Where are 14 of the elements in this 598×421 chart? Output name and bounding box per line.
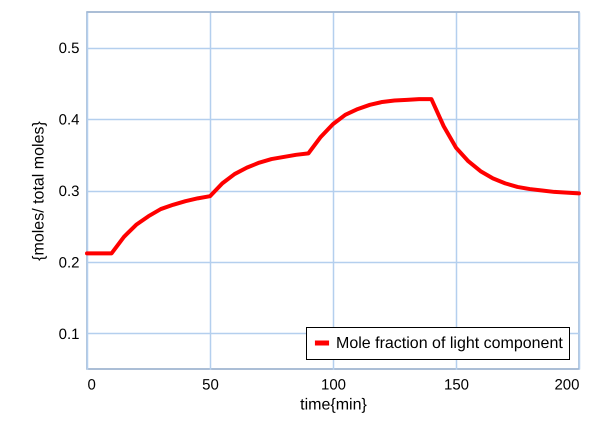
y-tick-label: 0.5 (58, 40, 80, 58)
legend-label: Mole fraction of light component (336, 335, 564, 352)
line-series (85, 97, 581, 256)
x-tick-label: 50 (202, 376, 219, 394)
x-axis-title: time{min} (300, 396, 368, 414)
y-axis-title: {moles/ total moles} (30, 120, 48, 261)
x-tick-label: 0 (88, 376, 96, 394)
x-tick-label: 100 (320, 376, 346, 394)
y-tick-label: 0.4 (58, 112, 80, 129)
y-tick-label: 0.1 (58, 326, 80, 343)
x-tick-label: 150 (444, 376, 470, 394)
x-tick-label: 200 (554, 376, 580, 394)
y-tick-label: 0.3 (58, 183, 80, 200)
y-tick-label: 0.2 (58, 254, 80, 272)
